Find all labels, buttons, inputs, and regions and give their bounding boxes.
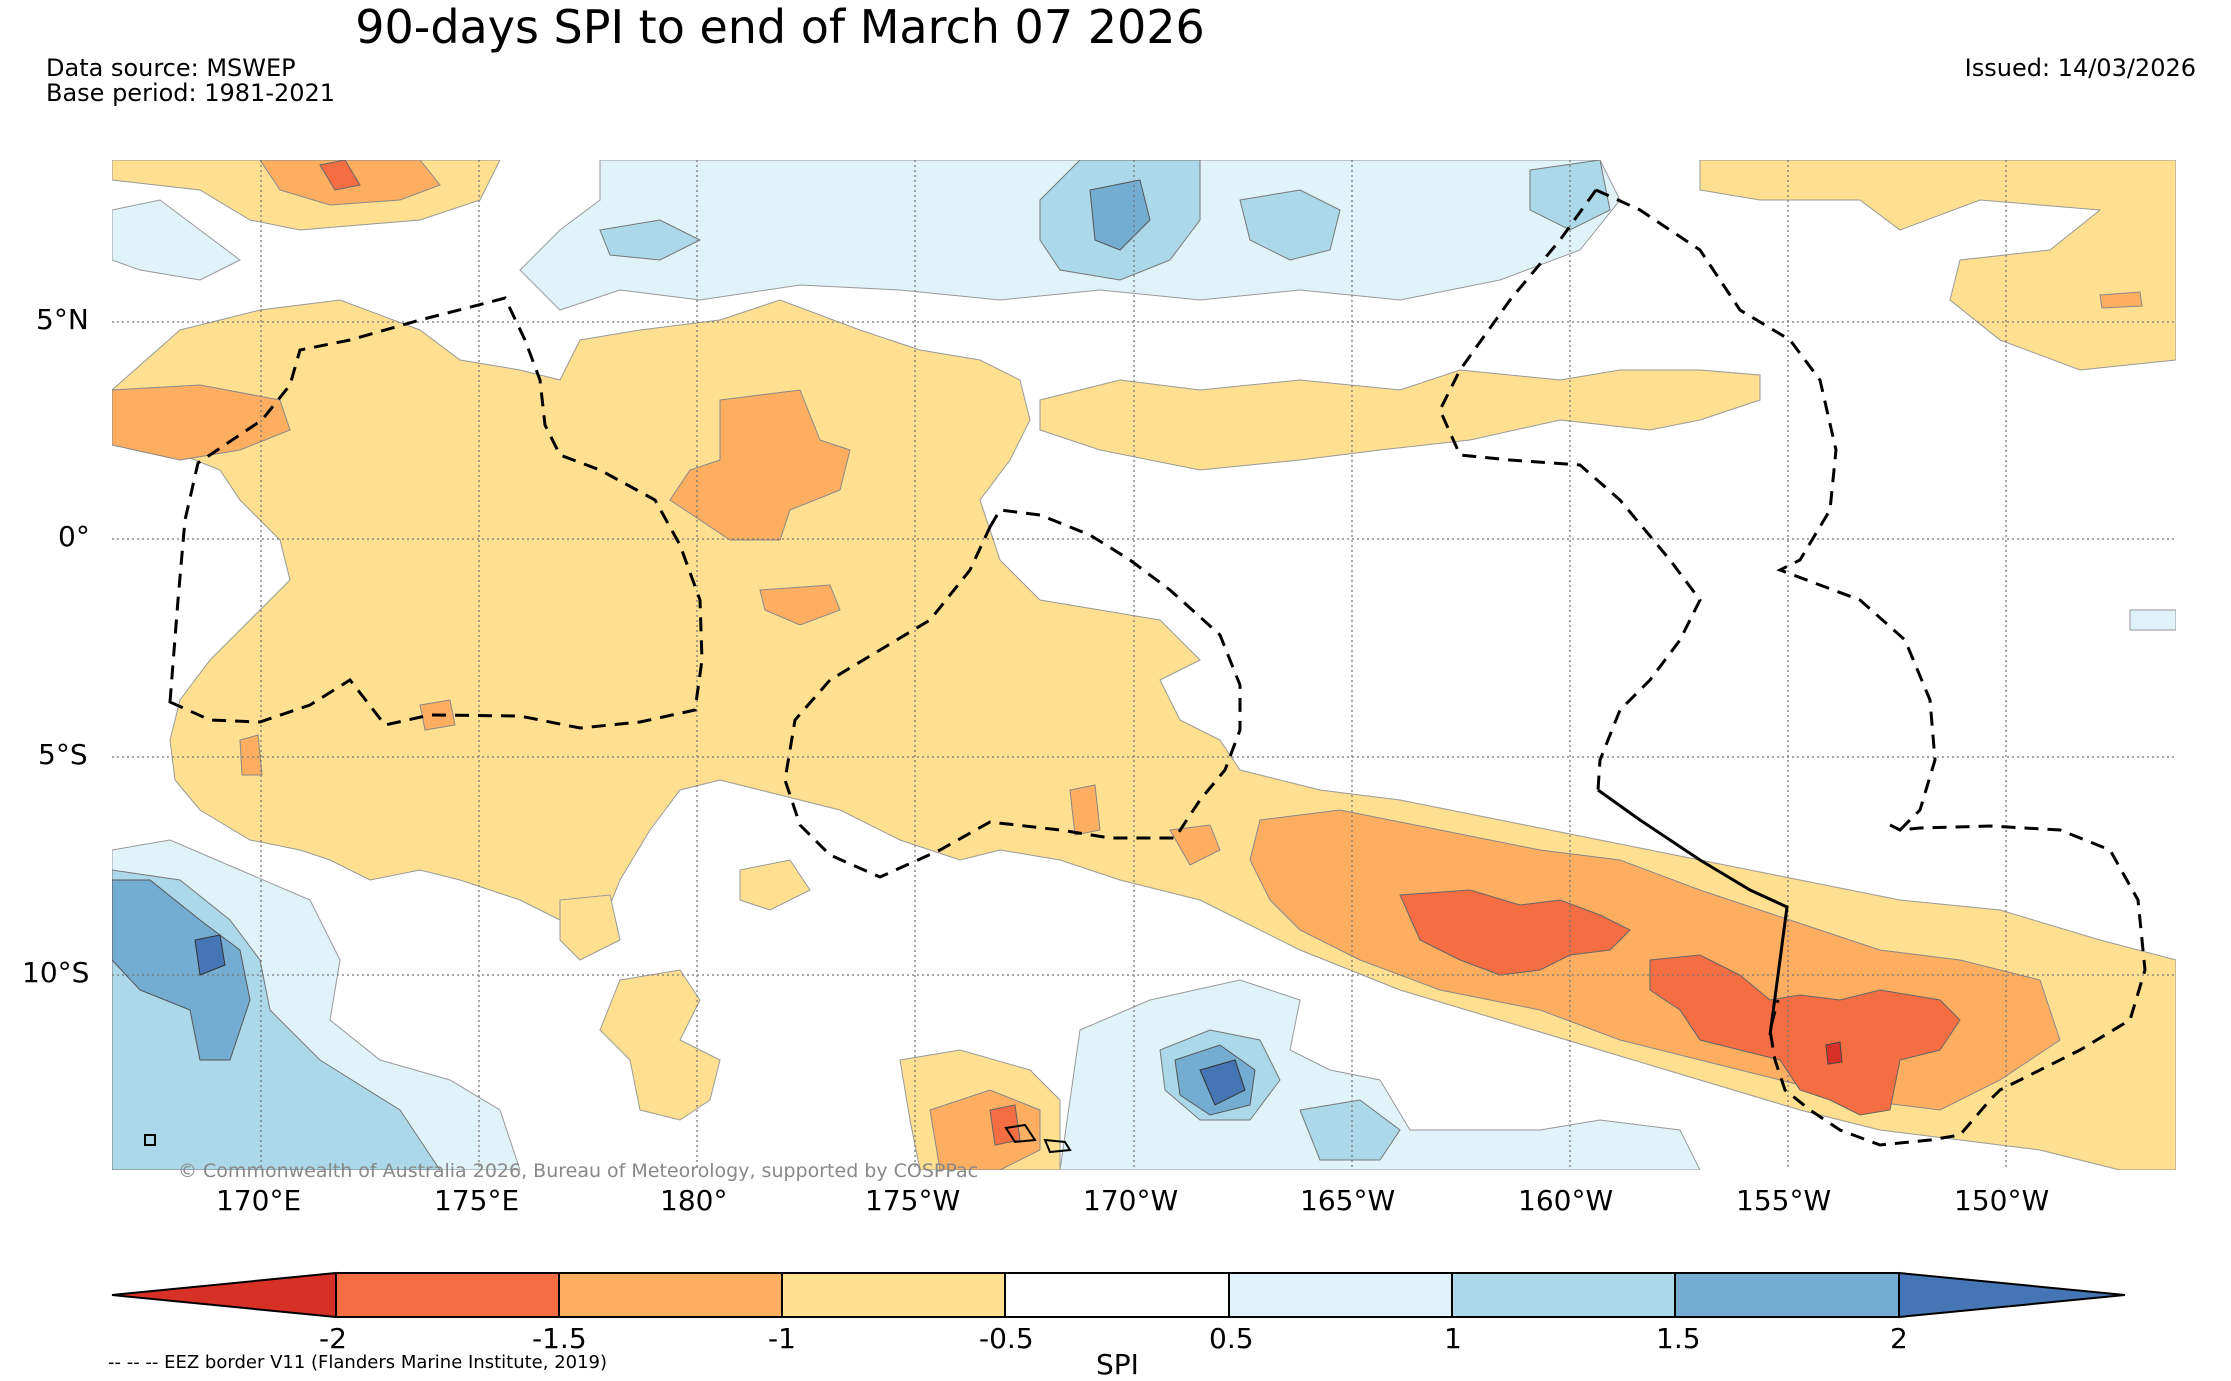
dry-strong-south-island [989,1104,1021,1146]
wet-region-south-center [1059,979,1701,1170]
eez-border-phoenix-line [1438,188,2147,1147]
eez-border-tokelau-samoa [783,508,1242,879]
colorbar-tick-m1: -1 [768,1322,796,1355]
colorbar-tick-2: 2 [1890,1322,1908,1355]
lon-label-180: 180° [660,1184,728,1217]
lon-label-160w: 160°W [1518,1184,1614,1217]
wet-region-east [2129,609,2176,631]
colorbar-tick-1: 1 [1444,1322,1462,1355]
dry-strong-southeast-1 [1399,889,1631,976]
data-source: Data source: MSWEP [46,54,296,82]
map-title: 90-days SPI to end of March 07 2026 [355,0,1205,54]
colorbar-tick-m2: -2 [319,1322,347,1355]
dry-mid-dot-2 [1169,824,1221,866]
wet-extreme-southwest [194,934,226,976]
lat-label-5s: 5°S [38,738,88,771]
lon-label-175w: 175°W [865,1184,961,1217]
dry-region-south-4 [559,894,621,961]
lon-label-170e: 170°E [216,1184,302,1217]
lon-label-150w: 150°W [1954,1184,2050,1217]
dry-extreme-southeast [1825,1041,1843,1065]
dry-mid-northwest-2 [112,384,291,461]
issued-date: Issued: 14/03/2026 [1964,54,2196,82]
base-period: Base period: 1981-2021 [46,79,336,107]
colorbar-tick-0p5: 0.5 [1209,1322,1254,1355]
dry-region-northeast [1699,160,2176,371]
wet-strong-north [1089,179,1151,251]
wet-region-north-west [112,199,241,281]
dry-mid-dot-4 [239,734,263,776]
colorbar-tick-m0p5: -0.5 [979,1322,1034,1355]
wet-mid-south-right [1299,1099,1401,1161]
wet-strong-southwest [112,879,251,1061]
dry-strong-northwest [319,160,361,191]
lon-label-175e: 175°E [434,1184,520,1217]
dry-mid-center [669,389,851,541]
eez-borders [168,188,2147,1147]
colorbar-tick-m1p5: -1.5 [532,1322,587,1355]
lon-label-170w: 170°W [1083,1184,1179,1217]
dry-mid-center-2 [759,584,841,626]
lat-label-5n: 5°N [36,303,89,336]
wet-mid-north-2 [1239,189,1341,261]
dry-mid-dot-1 [1069,784,1101,836]
colorbar-label: SPI [1096,1348,1139,1381]
copyright-notice: © Commonwealth of Australia 2026, Bureau… [178,1160,979,1182]
wet-mid-north-4 [599,219,702,261]
dry-mid-northeast-dot [2099,291,2143,309]
dry-band-north [1039,369,1761,471]
eez-legend: -- -- -- EEZ border V11 (Flanders Marine… [108,1352,608,1373]
lat-label-10s: 10°S [22,956,90,989]
lon-label-155w: 155°W [1736,1184,1832,1217]
dry-region-south-3 [739,859,811,911]
wet-extreme-south-center [1199,1059,1246,1106]
dry-strong-southeast-2 [1649,954,1961,1116]
lat-label-0: 0° [58,520,90,553]
gridlines [112,160,2176,1170]
dry-region-south-1 [599,969,721,1121]
lon-label-165w: 165°W [1300,1184,1396,1217]
eez-solid-borders [144,788,1789,1154]
colorbar-tick-1p5: 1.5 [1656,1322,1701,1355]
